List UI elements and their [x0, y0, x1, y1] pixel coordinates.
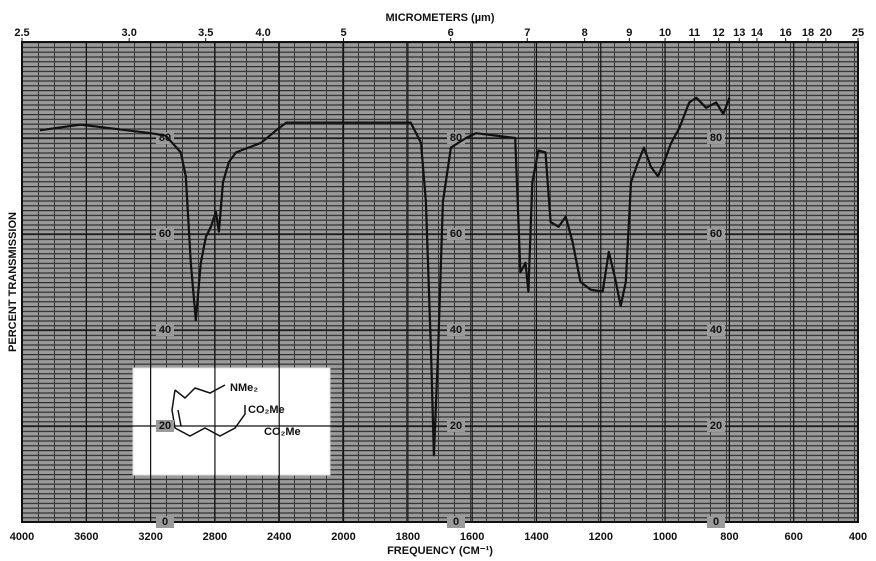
- bond: [171, 389, 246, 437]
- y-tick-label: 60: [159, 228, 171, 240]
- x-axis-title: FREQUENCY (CM⁻¹): [387, 545, 493, 557]
- y-tick-label: 0: [713, 516, 719, 528]
- x-tick-label: 2800: [203, 531, 227, 543]
- tick-label-bg: [707, 324, 725, 336]
- x-tick-label: 1800: [396, 531, 420, 543]
- x2-tick-label: 5: [340, 27, 346, 39]
- tick-label-bg: [447, 516, 465, 528]
- top-axis-title: MICROMETERS (µm): [385, 12, 494, 24]
- tick-label-bg: [447, 324, 465, 336]
- spectrum-line: [39, 96, 731, 457]
- x2-tick-label: 4.0: [256, 27, 271, 39]
- x2-tick-label: 14: [751, 27, 764, 39]
- x-tick-label: 600: [785, 531, 803, 543]
- structure-inset: NMe₂ CO₂Me CO₂Me: [132, 367, 331, 476]
- y-tick-label: 40: [710, 324, 722, 336]
- tick-label-bg: [156, 324, 174, 336]
- tick-label-bg: [447, 228, 465, 240]
- tick-label-bg: [707, 420, 725, 432]
- x-tick-label: 3600: [74, 531, 98, 543]
- y-tick-label: 40: [159, 324, 171, 336]
- x-tick-label: 2400: [267, 531, 291, 543]
- tick-label-bg: [156, 228, 174, 240]
- x2-tick-label: 7: [524, 27, 530, 39]
- x2-tick-label: 3.0: [122, 27, 137, 39]
- y-tick-label: 20: [450, 420, 462, 432]
- tick-label-bg: [156, 516, 174, 528]
- tick-label-bg: [447, 420, 465, 432]
- x2-tick-label: 20: [820, 27, 832, 39]
- y-axis-title: PERCENT TRANSMISSION: [7, 212, 19, 352]
- y-tick-label: 0: [453, 516, 459, 528]
- x2-tick-label: 10: [659, 27, 671, 39]
- x2-tick-label: 3.5: [198, 27, 213, 39]
- structure-label: NMe₂: [230, 382, 258, 394]
- bond: [177, 409, 182, 427]
- x2-tick-label: 11: [688, 27, 700, 39]
- x-tick-label: 800: [720, 531, 738, 543]
- x-tick-label: 4000: [10, 531, 34, 543]
- x-tick-label: 3200: [138, 531, 162, 543]
- y-tick-label: 20: [159, 420, 171, 432]
- x2-tick-label: 9: [626, 27, 632, 39]
- structure-label: CO₂Me: [264, 426, 301, 438]
- y-tick-label: 20: [710, 420, 722, 432]
- y-tick-label: 80: [450, 132, 462, 144]
- tick-label-bg: [707, 516, 725, 528]
- structure-label: CO₂Me: [248, 404, 285, 416]
- x2-tick-label: 2.5: [14, 27, 29, 39]
- x-tick-label: 2000: [331, 531, 355, 543]
- x2-tick-label: 8: [582, 27, 588, 39]
- x-tick-label: 1600: [460, 531, 484, 543]
- tick-label-bg: [156, 420, 174, 432]
- x-tick-label: 1200: [589, 531, 613, 543]
- tick-label-bg: [707, 132, 725, 144]
- x-tick-label: 1000: [653, 531, 677, 543]
- y-tick-label: 0: [162, 516, 168, 528]
- y-tick-label: 40: [450, 324, 462, 336]
- x2-tick-label: 18: [802, 27, 814, 39]
- x-tick-label: 1400: [524, 531, 548, 543]
- x2-tick-label: 6: [448, 27, 454, 39]
- y-tick-label: 60: [450, 228, 462, 240]
- y-tick-label: 60: [710, 228, 722, 240]
- x2-tick-label: 12: [713, 27, 725, 39]
- x-tick-label: 400: [849, 531, 867, 543]
- x2-tick-label: 13: [733, 27, 745, 39]
- x2-tick-label: 25: [852, 27, 864, 39]
- x2-tick-label: 16: [780, 27, 792, 39]
- tick-label-bg: [707, 228, 725, 240]
- y-tick-label: 80: [710, 132, 722, 144]
